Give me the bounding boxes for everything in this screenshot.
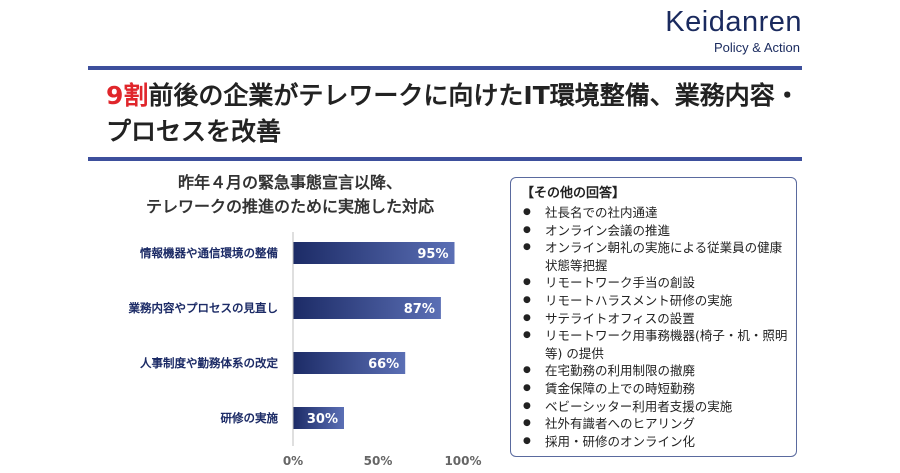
header-rule-top [88, 66, 802, 70]
x-tick-label: 0% [283, 454, 303, 468]
bar-chart: 情報機器や通信環境の整備 95% 業務内容やプロセスの見直し 87% 人事制度や勤務体系… [128, 232, 482, 468]
other-answer-item: オンライン会議の推進 [521, 222, 788, 240]
other-answers-box: 【その他の回答】 社長名での社内通達オンライン会議の推進オンライン朝礼の実施によ… [510, 177, 797, 457]
header-rule-bottom [88, 157, 802, 161]
category-label: 人事制度や勤務体系の改定 [140, 356, 278, 370]
other-answer-item: 社長名での社内通達 [521, 204, 788, 222]
category-label: 研修の実施 [221, 411, 279, 425]
title-accent: 9割 [106, 81, 149, 110]
bar-value-label: 66% [368, 357, 399, 372]
title-text: 前後の企業がテレワークに向けたIT環境整備、業務内容・プロセスを改善 [106, 81, 800, 146]
bar [293, 407, 344, 429]
other-answer-item: リモートハラスメント研修の実施 [521, 292, 788, 310]
brand-name: Keidanren [665, 6, 802, 38]
other-answer-item: 採用・研修のオンライン化 [521, 433, 788, 451]
other-answer-item: リモートワーク手当の創設 [521, 274, 788, 292]
bar [293, 242, 455, 264]
bar-value-label: 87% [404, 302, 435, 317]
other-answer-item: 賃金保障の上での時短勤務 [521, 380, 788, 398]
other-answer-item: 社外有識者へのヒアリング [521, 415, 788, 433]
bar [293, 297, 441, 319]
chart-title-line1: 昨年４月の緊急事態宣言以降、 [177, 173, 402, 192]
other-answers-title: 【その他の回答】 [521, 186, 626, 201]
bar [293, 352, 406, 374]
other-answer-item: リモートワーク用事務機器(椅子・机・照明等) の提供 [521, 327, 788, 362]
chart-title: 昨年４月の緊急事態宣言以降、 テレワークの推進のために実施した対応 [100, 171, 480, 219]
category-label: 業務内容やプロセスの見直し [128, 301, 279, 315]
brand-subtitle: Policy & Action [714, 40, 800, 55]
bar-value-label: 30% [307, 412, 338, 427]
chart-title-line2: テレワークの推進のために実施した対応 [145, 197, 434, 216]
page-title: 9割前後の企業がテレワークに向けたIT環境整備、業務内容・プロセスを改善 [106, 78, 806, 150]
x-tick-label: 50% [364, 454, 393, 468]
category-label: 情報機器や通信環境の整備 [139, 246, 278, 260]
brand-logo: Keidanren Policy & Action [665, 6, 802, 55]
other-answer-item: ベビーシッター利用者支援の実施 [521, 398, 788, 416]
other-answer-item: オンライン朝礼の実施による従業員の健康状態等把握 [521, 239, 788, 274]
bar-value-label: 95% [417, 247, 448, 262]
other-answer-item: サテライトオフィスの設置 [521, 310, 788, 328]
other-answer-item: 在宅勤務の利用制限の撤廃 [521, 362, 788, 380]
x-tick-label: 100% [444, 454, 481, 468]
other-answers-list: 社長名での社内通達オンライン会議の推進オンライン朝礼の実施による従業員の健康状態… [521, 204, 788, 450]
